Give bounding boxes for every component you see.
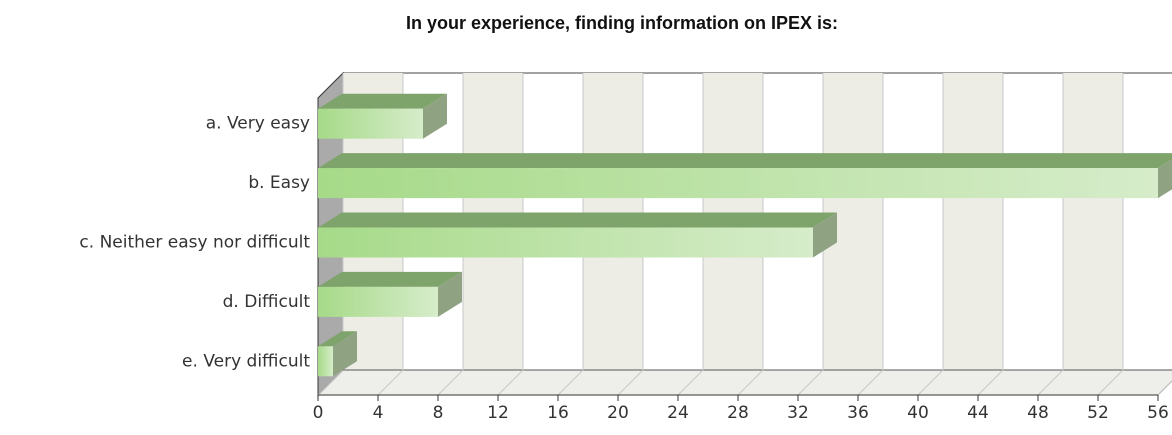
floor-grid-line bbox=[917, 369, 944, 396]
x-tick-label: 20 bbox=[607, 403, 629, 423]
bar-top bbox=[318, 93, 447, 109]
x-tick-label: 36 bbox=[847, 403, 869, 423]
x-tick-label: 56 bbox=[1147, 403, 1169, 423]
stripe bbox=[1063, 73, 1123, 370]
x-tick-label: 32 bbox=[787, 403, 809, 423]
x-tick-label: 28 bbox=[727, 403, 749, 423]
x-tick-label: 48 bbox=[1027, 403, 1049, 423]
floor-grid-line bbox=[857, 369, 884, 396]
bar bbox=[318, 346, 333, 377]
x-tick-label: 4 bbox=[373, 403, 384, 423]
x-tick-label: 12 bbox=[487, 403, 509, 423]
bar-side bbox=[813, 212, 837, 258]
bar bbox=[318, 286, 438, 317]
y-tick-label: e. Very difficult bbox=[182, 351, 310, 371]
floor-grid-line bbox=[617, 369, 644, 396]
x-tick-label: 24 bbox=[667, 403, 689, 423]
floor-grid-line bbox=[557, 369, 584, 396]
bar bbox=[318, 227, 813, 258]
bar-top bbox=[318, 271, 462, 287]
y-tick-label: d. Difficult bbox=[223, 292, 311, 312]
floor-grid-line bbox=[1157, 380, 1172, 396]
floor-grid-line bbox=[737, 369, 764, 396]
bar-side bbox=[438, 271, 462, 317]
floor-grid-line bbox=[1097, 369, 1124, 396]
y-tick-label: c. Neither easy nor difficult bbox=[79, 233, 310, 253]
bar bbox=[318, 108, 423, 139]
bar-side bbox=[423, 93, 447, 139]
x-tick-label: 52 bbox=[1087, 403, 1109, 423]
y-tick-label: b. Easy bbox=[248, 173, 310, 193]
floor-grid-line bbox=[977, 369, 1004, 396]
x-tick-label: 0 bbox=[313, 403, 324, 423]
x-tick-label: 44 bbox=[967, 403, 989, 423]
floor-grid-line bbox=[677, 369, 704, 396]
floor-grid-line bbox=[497, 369, 524, 396]
x-tick-label: 8 bbox=[433, 403, 444, 423]
bar bbox=[318, 168, 1158, 199]
floor-grid-line bbox=[797, 369, 824, 396]
chart-title: In your experience, finding information … bbox=[406, 13, 838, 33]
floor bbox=[316, 369, 1172, 396]
x-tick-label: 16 bbox=[547, 403, 569, 423]
floor-grid-line bbox=[1037, 369, 1064, 396]
y-tick-label: a. Very easy bbox=[206, 114, 310, 134]
bar-top bbox=[318, 212, 837, 228]
bar-top bbox=[318, 153, 1172, 169]
floor-grid-line bbox=[377, 369, 404, 396]
bar-side bbox=[333, 331, 357, 377]
bar-top bbox=[318, 331, 357, 347]
floor-grid-line bbox=[317, 369, 344, 396]
floor-grid-line bbox=[437, 369, 464, 396]
x-tick-label: 40 bbox=[907, 403, 929, 423]
bar-side bbox=[1158, 159, 1172, 199]
stripe bbox=[943, 73, 1003, 370]
